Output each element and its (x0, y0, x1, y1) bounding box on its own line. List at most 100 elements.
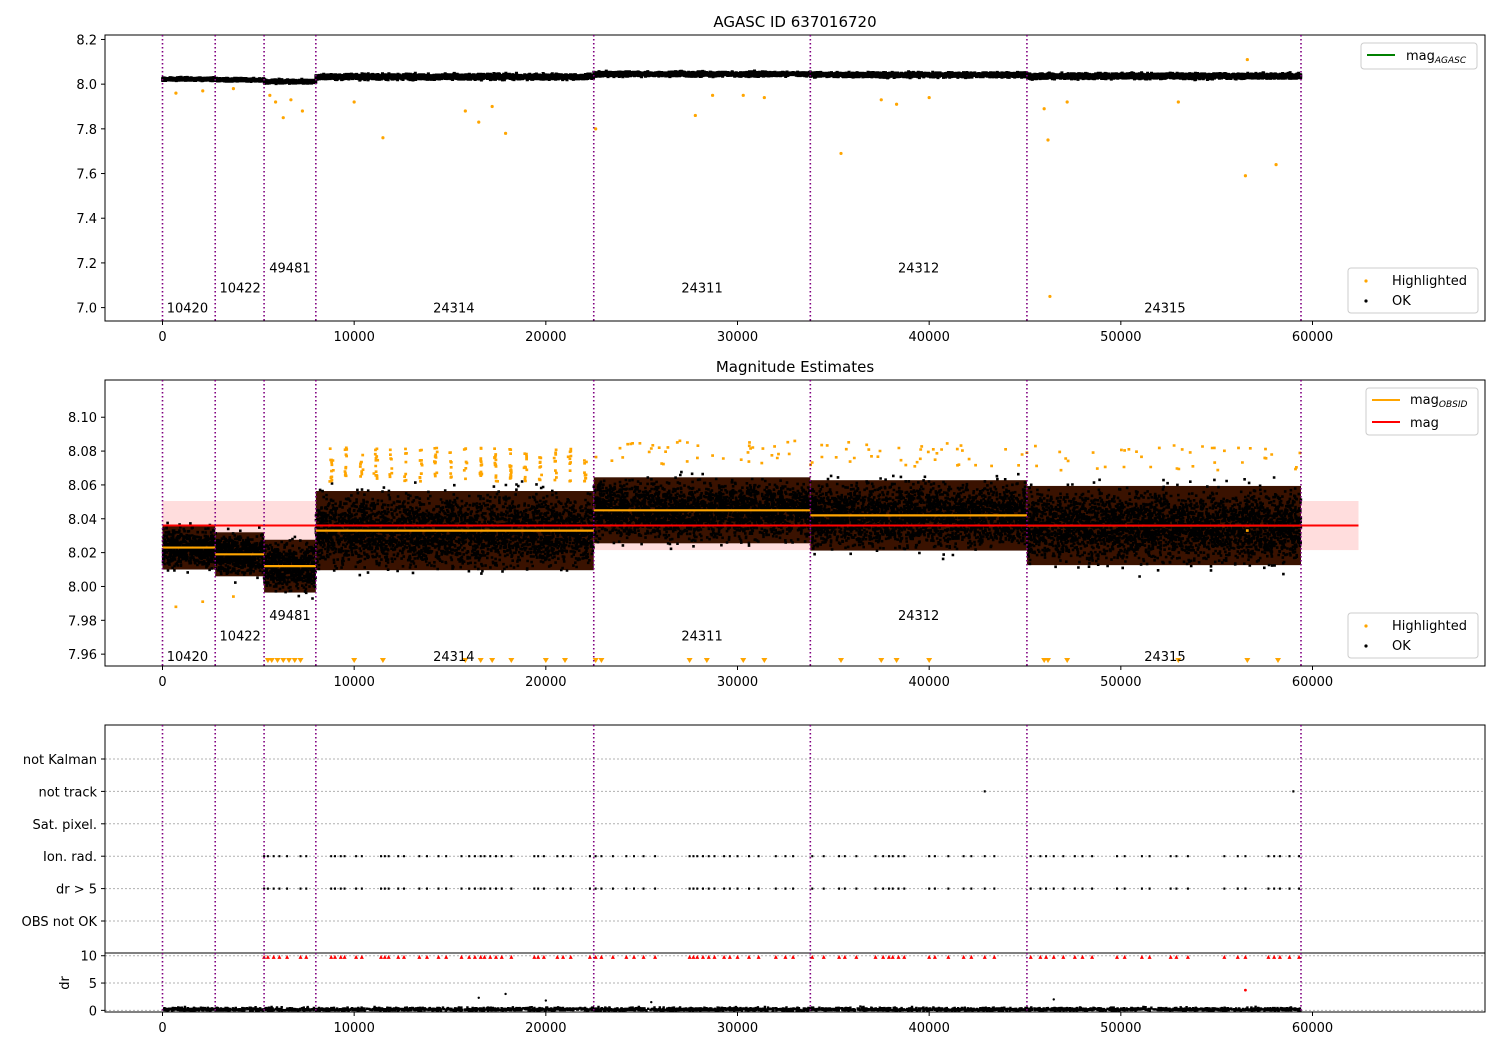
dr-cap-marker (791, 954, 796, 959)
dr-cap-marker (961, 954, 966, 959)
dr-cap-marker (1168, 954, 1173, 959)
x-tick-label: 20000 (525, 1021, 566, 1036)
agasc-panel-title: AGASC ID 637016720 (713, 13, 876, 31)
dr-cap-marker (271, 954, 276, 959)
dr-cap-marker (610, 954, 615, 959)
y-tick-label: 7.0 (76, 302, 97, 317)
x-tick-label: 10000 (333, 675, 374, 690)
x-tick-label: 0 (158, 1021, 166, 1036)
dr-cap-marker (386, 954, 391, 959)
dr-cap-marker (886, 954, 891, 959)
dr-cap-marker (285, 954, 290, 959)
dr-cap-marker (568, 954, 573, 959)
dr-outlier (650, 1000, 653, 1004)
flag-label: not Kalman (23, 753, 97, 768)
dr-panel-axes: 0 10000 20000 30000 40000 50000 60000 0 5 10 (80, 950, 1333, 1036)
clipped-marker (264, 658, 271, 663)
y-tick-label: 7.98 (68, 614, 97, 629)
y-tick-label: 7.96 (68, 648, 97, 663)
legend-label-ok: OK (1392, 639, 1411, 654)
dr-cap-marker (536, 954, 541, 959)
dr-outlier (504, 992, 507, 996)
highlighted-point (281, 116, 285, 120)
dr-cap-marker (1243, 954, 1248, 959)
highlighted-point (839, 151, 843, 156)
y-tick-label: 8.10 (68, 411, 97, 426)
clipped-marker (1244, 658, 1251, 663)
dr-cap-marker (402, 954, 406, 959)
x-tick-label: 30000 (717, 1021, 758, 1036)
highlighted-point (693, 113, 697, 118)
dr-cap-marker (436, 954, 441, 959)
dr-cap-marker (587, 954, 592, 959)
dr-cap-marker (1038, 954, 1043, 959)
dr-cap-marker (1072, 954, 1077, 959)
magnitude-legend-bottom: Highlighted OK (1347, 612, 1479, 659)
y-tick-label: 8.00 (68, 580, 97, 595)
dr-cap-marker (691, 954, 696, 959)
x-tick-label: 0 (158, 330, 166, 345)
clipped-marker (926, 658, 933, 663)
highlighted-point (352, 100, 356, 104)
dr-cap-marker (881, 954, 886, 959)
magnitude-panel-axes: 10420 10422 49481 24314 24311 24312 24315 0 1000… (68, 380, 1333, 690)
y-tick-label: 7.8 (76, 123, 97, 138)
dr-cap-marker (773, 954, 778, 959)
dr-cap-marker (1297, 954, 1302, 959)
y-tick-label: 8.06 (68, 479, 97, 494)
highlighted-point (1274, 162, 1278, 167)
dr-cap-marker (1061, 954, 1066, 959)
clipped-marker (379, 658, 386, 663)
dr-cap-marker (783, 954, 788, 959)
clipped-marker (268, 658, 275, 663)
dr-cap-marker (701, 954, 705, 959)
x-tick-label: 10000 (333, 330, 374, 345)
flag-label: not track (38, 785, 97, 800)
dr-cap-marker (277, 954, 282, 959)
clipped-marker (878, 658, 885, 663)
x-tick-label: 30000 (717, 675, 758, 690)
y-tick-label: 0 (89, 1004, 97, 1019)
dr-cap-marker (641, 954, 646, 959)
y-tick-label: 8.08 (68, 445, 97, 460)
agasc-panel-data (161, 57, 1303, 299)
dr-cap-marker (854, 954, 859, 959)
dr-cap-marker (333, 954, 337, 959)
highlighted-point (762, 95, 766, 100)
dr-cap-marker (902, 954, 907, 959)
x-tick-label: 60000 (1292, 675, 1333, 690)
agasc-legend-bottom: Highlighted OK (1347, 267, 1479, 314)
clipped-marker (703, 658, 710, 663)
obsid-label: 24312 (898, 261, 939, 276)
y-tick-label: 7.2 (76, 257, 97, 272)
dr-cap-marker (262, 954, 267, 959)
magnitude-panel: Magnitude Estimates 10420 10422 49481 24314… (68, 358, 1486, 690)
clipped-marker (740, 658, 747, 663)
dr-cap-marker (927, 954, 932, 959)
dr-cap-marker (1287, 954, 1292, 959)
dr-cap-marker (1185, 954, 1190, 959)
legend-marker-highlighted (1364, 624, 1368, 628)
obsid-label: 24315 (1144, 302, 1185, 317)
legend-label-ok: OK (1392, 294, 1411, 309)
clipped-marker (1041, 658, 1048, 663)
dr-outlier (544, 999, 548, 1002)
highlighted-point (1042, 107, 1046, 111)
highlighted-point (231, 87, 236, 91)
obsid-label: 10420 (167, 302, 208, 317)
dr-cap-marker (1222, 954, 1227, 959)
dr-cap-marker (1174, 954, 1179, 959)
dr-cap-marker (896, 954, 901, 959)
highlighted-point (927, 95, 931, 100)
x-tick-label: 60000 (1292, 330, 1333, 345)
dr-cap-marker (382, 954, 387, 959)
clipped-marker (489, 658, 496, 663)
dr-cap-marker (298, 954, 303, 959)
x-tick-label: 40000 (908, 330, 949, 345)
dr-cap-marker (304, 954, 309, 959)
y-tick-label: 8.04 (68, 513, 97, 528)
highlighted-point (1243, 174, 1248, 178)
obsid-label: 10422 (219, 281, 260, 296)
x-tick-label: 10000 (333, 1021, 374, 1036)
